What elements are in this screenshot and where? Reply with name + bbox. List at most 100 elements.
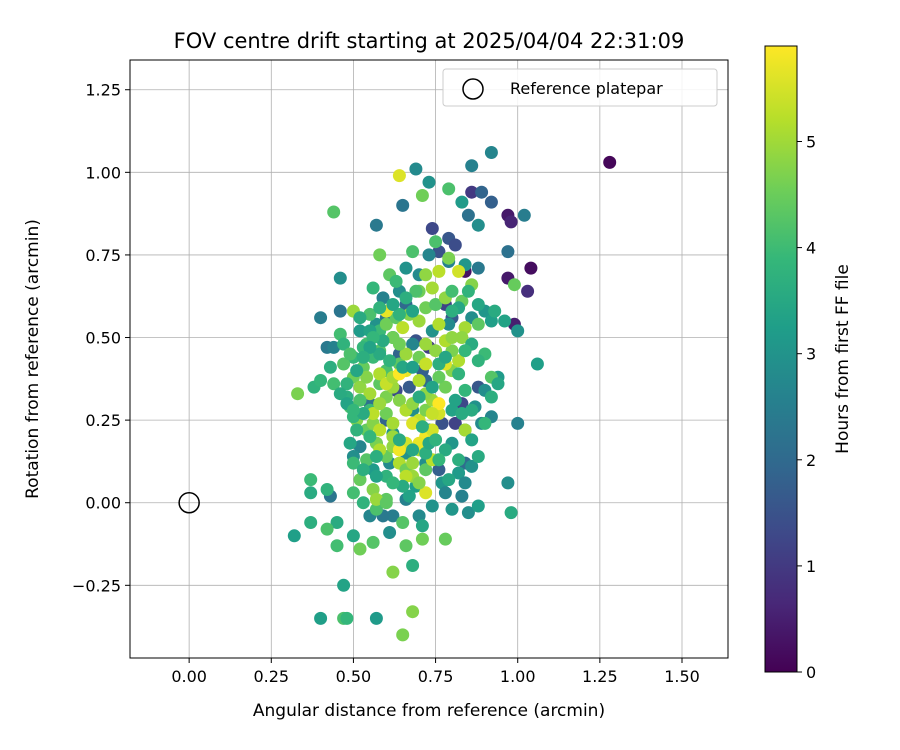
data-point <box>507 278 521 292</box>
y-tick-label: −0.25 <box>72 576 121 595</box>
data-point <box>448 416 462 430</box>
data-point <box>432 453 446 467</box>
legend-open-circle-icon <box>462 78 484 100</box>
data-point <box>442 317 456 331</box>
colorbar-tick-label: 5 <box>806 132 816 151</box>
colorbar-ticks: 0 1 2 3 4 5 <box>797 132 816 682</box>
data-point <box>353 440 367 454</box>
data-point <box>484 146 498 159</box>
data-point <box>360 453 374 467</box>
data-point <box>501 476 515 490</box>
data-point <box>333 271 347 285</box>
data-point <box>291 387 305 401</box>
data-point <box>465 433 479 447</box>
data-point <box>461 506 475 520</box>
data-point <box>320 483 334 496</box>
data-point <box>422 175 436 189</box>
data-point <box>340 377 354 391</box>
data-point <box>373 347 387 361</box>
data-point <box>386 331 400 344</box>
y-tick-label: 0.50 <box>85 329 121 348</box>
data-point <box>327 377 341 391</box>
data-point <box>304 486 318 500</box>
data-point <box>373 367 387 381</box>
colorbar-tick-label: 4 <box>806 239 816 258</box>
data-point <box>458 344 472 358</box>
data-point <box>396 360 410 374</box>
data-point <box>412 314 426 328</box>
data-point <box>320 522 334 536</box>
data-point <box>471 499 485 513</box>
data-point <box>419 486 433 500</box>
data-point <box>363 387 377 401</box>
data-point <box>406 443 420 457</box>
data-point <box>386 565 400 579</box>
data-point <box>386 476 400 490</box>
x-tick-label: 0.50 <box>336 667 372 686</box>
data-point <box>330 539 344 553</box>
data-point <box>471 261 485 275</box>
data-point <box>369 492 383 506</box>
data-point <box>356 496 370 510</box>
data-point <box>484 314 498 328</box>
data-point <box>333 387 347 401</box>
data-point <box>406 416 420 430</box>
data-point <box>471 354 485 368</box>
data-point <box>501 245 515 259</box>
data-point <box>369 450 383 463</box>
data-point <box>399 469 413 483</box>
data-point <box>432 264 446 278</box>
legend: Reference platepar <box>442 68 718 107</box>
data-point <box>314 311 328 325</box>
data-point <box>366 331 380 344</box>
data-point <box>419 463 433 477</box>
data-point <box>350 423 364 437</box>
data-point <box>353 473 367 487</box>
data-point <box>353 393 367 407</box>
data-point <box>429 433 443 447</box>
data-point <box>399 347 413 361</box>
data-point <box>396 479 410 493</box>
data-point <box>304 473 318 487</box>
data-point <box>511 416 525 430</box>
data-point <box>419 357 433 371</box>
data-point <box>491 377 505 391</box>
data-point <box>379 407 393 420</box>
data-point <box>356 350 370 364</box>
data-point <box>369 611 383 625</box>
data-point <box>504 215 518 229</box>
data-point <box>363 307 377 321</box>
data-point <box>452 466 466 480</box>
data-point <box>445 284 459 298</box>
data-point <box>402 380 416 394</box>
x-tick-label: 1.00 <box>500 667 536 686</box>
data-point <box>383 526 397 539</box>
data-point <box>429 344 443 358</box>
data-point <box>415 519 429 533</box>
data-point <box>399 539 413 553</box>
data-point <box>406 304 420 318</box>
data-point <box>452 264 466 278</box>
data-point <box>465 159 479 173</box>
colorbar-tick-label: 0 <box>806 663 816 682</box>
data-point <box>337 337 351 351</box>
data-point <box>425 499 439 513</box>
data-point <box>419 301 433 315</box>
reference-marker-layer <box>178 491 200 514</box>
x-tick-label: 1.50 <box>664 667 700 686</box>
data-point <box>392 393 406 407</box>
data-point <box>432 370 446 384</box>
data-point <box>346 529 360 543</box>
x-axis-ticks: 0.00 0.25 0.50 0.75 1.00 1.25 1.50 <box>171 658 700 686</box>
data-point <box>356 407 370 420</box>
data-point <box>366 407 380 420</box>
data-point <box>484 390 498 404</box>
data-point <box>511 324 525 338</box>
data-point <box>406 337 420 351</box>
data-point <box>425 423 439 437</box>
data-point <box>432 317 446 331</box>
x-tick-label: 0.75 <box>418 667 454 686</box>
data-point <box>455 195 469 209</box>
data-point <box>350 364 364 378</box>
